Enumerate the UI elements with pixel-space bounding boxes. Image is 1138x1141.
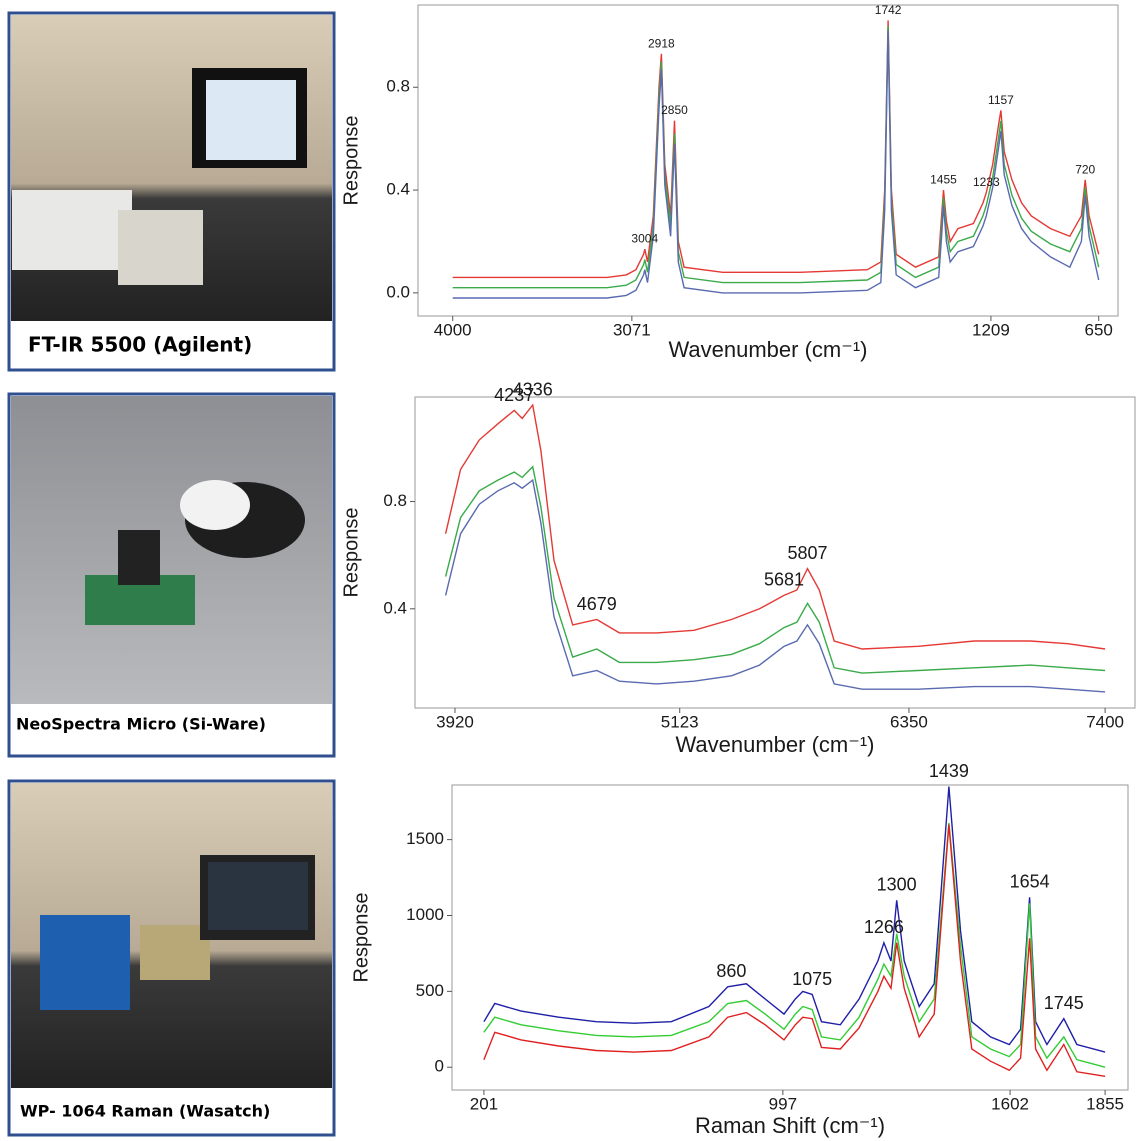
y-tick-label: 500 [416, 981, 444, 1000]
photo [11, 396, 332, 704]
laser [40, 915, 130, 1010]
peak-label: 1300 [877, 875, 917, 895]
x-tick-label: 650 [1085, 320, 1113, 339]
reference-disk [180, 480, 250, 530]
spectrum-line [444, 403, 1106, 650]
controller [118, 210, 203, 285]
spectrum-line [452, 30, 1100, 299]
x-tick-label: 1602 [991, 1094, 1029, 1113]
x-tick-label: 5123 [661, 712, 699, 731]
y-axis-label: Response [340, 115, 362, 205]
photo-caption: WP- 1064 Raman (Wasatch) [20, 1102, 270, 1121]
peak-label: 4237 [494, 385, 534, 405]
peak-label: 3004 [631, 232, 658, 246]
photo-panel: WP- 1064 Raman (Wasatch) [7, 779, 336, 1137]
peak-label: 1654 [1010, 872, 1050, 892]
peak-label: 1745 [1044, 993, 1084, 1013]
peak-label: 1266 [864, 917, 904, 937]
screen [208, 862, 308, 930]
screen [206, 80, 296, 160]
spectrum-line [444, 465, 1106, 674]
x-tick-label: 3920 [436, 712, 474, 731]
x-axis-label: Wavenumber (cm⁻¹) [675, 732, 874, 757]
peak-label: 1742 [875, 3, 902, 17]
photo-panel: NeoSpectra Micro (Si-Ware) [7, 392, 336, 758]
plot-frame [417, 4, 1119, 317]
peak-label: 720 [1075, 162, 1095, 176]
spectrum-line [483, 822, 1106, 1068]
y-tick-label: 0.8 [383, 491, 407, 510]
peak-label: 4336 [513, 379, 553, 399]
x-tick-label: 997 [769, 1094, 797, 1113]
peak-label: 860 [716, 961, 746, 981]
x-axis-label: Raman Shift (cm⁻¹) [695, 1113, 885, 1138]
spectrum-line [444, 478, 1106, 693]
x-tick-label: 4000 [434, 320, 472, 339]
chart: 4000 3071 1209 650 0.0 0.4 0.8 Wavenumber (cm⁻¹… [340, 3, 1119, 362]
peak-label: 1455 [930, 173, 957, 187]
peak-label: 5807 [787, 543, 827, 563]
chart: 3920 5123 6350 7400 0.4 0.8 Wavenumber (cm⁻¹) R… [340, 379, 1136, 757]
peak-label: 4679 [577, 594, 617, 614]
photo-caption: NeoSpectra Micro (Si-Ware) [16, 715, 266, 734]
spectrum-line [483, 786, 1106, 1053]
spectrum-line [483, 824, 1106, 1077]
y-tick-label: 0.4 [383, 598, 407, 617]
chart: 201 997 1602 1855 0 500 1000 1500 Raman Shift (c… [350, 761, 1129, 1138]
y-tick-label: 1500 [406, 829, 444, 848]
instrument [12, 190, 132, 270]
y-axis-label: Response [340, 507, 362, 597]
peak-label: 2850 [661, 103, 688, 117]
x-axis-label: Wavenumber (cm⁻¹) [668, 337, 867, 362]
y-tick-label: 0.0 [386, 282, 410, 301]
x-tick-label: 1209 [972, 320, 1010, 339]
y-tick-label: 0.4 [386, 180, 410, 199]
y-tick-label: 0.8 [386, 77, 410, 96]
plot-frame [451, 784, 1129, 1091]
peak-label: 1075 [792, 969, 832, 989]
spectrum-line [452, 20, 1100, 279]
x-tick-label: 7400 [1086, 712, 1124, 731]
peak-label: 1157 [988, 93, 1014, 107]
peak-label: 5681 [764, 570, 804, 590]
plot-frame [414, 396, 1136, 709]
spectrum-line [452, 25, 1100, 289]
x-tick-label: 6350 [890, 712, 928, 731]
spectrometer [140, 925, 210, 980]
photo-caption: FT-IR 5500 (Agilent) [28, 333, 252, 357]
peak-label: 1233 [973, 175, 1000, 189]
x-tick-label: 201 [470, 1094, 498, 1113]
photo-panel: FT-IR 5500 (Agilent) [7, 11, 336, 372]
sensor [118, 530, 160, 585]
y-tick-label: 0 [435, 1057, 444, 1076]
peak-label: 1439 [929, 761, 969, 781]
peak-label: 2918 [648, 36, 675, 50]
x-tick-label: 3071 [613, 320, 651, 339]
y-tick-label: 1000 [406, 905, 444, 924]
y-axis-label: Response [350, 892, 372, 982]
x-tick-label: 1855 [1086, 1094, 1124, 1113]
